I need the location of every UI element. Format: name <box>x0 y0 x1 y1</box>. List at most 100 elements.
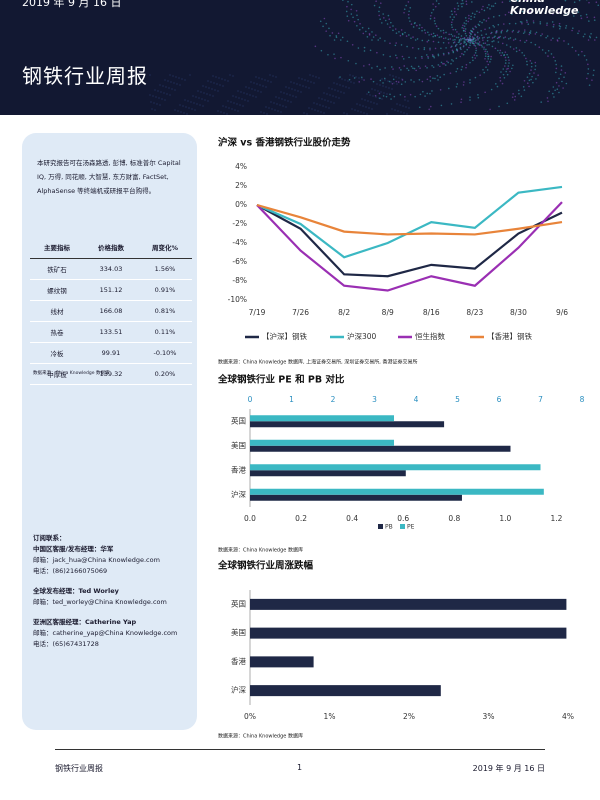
dot <box>545 36 547 39</box>
dot <box>488 27 491 29</box>
dot <box>316 103 318 105</box>
dot <box>409 20 411 22</box>
dot <box>197 90 199 92</box>
dot <box>432 8 435 11</box>
dot <box>302 85 304 87</box>
dot <box>514 22 517 25</box>
dot <box>593 69 595 72</box>
dot <box>299 84 301 86</box>
dot <box>346 113 348 115</box>
dot <box>442 29 445 32</box>
dot <box>309 74 311 76</box>
dot <box>417 47 420 50</box>
dot <box>353 82 355 84</box>
dot <box>476 42 478 45</box>
dot <box>342 0 344 1</box>
dot <box>588 20 590 22</box>
dot <box>434 47 437 50</box>
dot <box>471 1 473 3</box>
dot <box>351 108 353 110</box>
dot <box>450 45 453 48</box>
dot <box>313 102 315 104</box>
dot <box>367 100 369 102</box>
dot <box>513 99 516 101</box>
dot <box>456 31 458 33</box>
dot <box>383 92 385 94</box>
dot <box>211 88 213 90</box>
table-row: 螺纹钢 151.12 0.91% <box>30 279 192 301</box>
dot <box>312 75 314 77</box>
dot <box>547 55 549 57</box>
dot <box>323 92 325 94</box>
dot <box>552 37 554 40</box>
dot <box>496 37 499 40</box>
dot <box>530 78 532 81</box>
dot <box>180 111 182 113</box>
dot <box>461 5 463 8</box>
dot <box>529 59 532 62</box>
dot <box>453 10 456 13</box>
dot <box>465 19 468 22</box>
price-table: 主要指标 价格指数 周变化% 铁矿石 334.03 1.56% 螺纹钢 151.12 0.91%… <box>30 236 192 385</box>
x2-tick-label: 5 <box>455 395 460 404</box>
dot <box>526 60 528 63</box>
dot <box>446 60 448 63</box>
dot <box>512 93 514 95</box>
dot <box>421 39 424 42</box>
dot <box>424 32 427 34</box>
dot <box>364 99 366 101</box>
dot <box>571 29 573 32</box>
dot <box>230 101 232 103</box>
dot <box>393 82 395 84</box>
dot <box>532 81 534 84</box>
dot <box>427 57 430 59</box>
dot <box>437 41 440 44</box>
dot <box>331 88 333 90</box>
dot <box>413 81 415 83</box>
dot <box>390 21 392 24</box>
dot <box>539 21 542 23</box>
dot <box>300 91 302 93</box>
dot <box>456 67 459 70</box>
dot <box>499 49 502 52</box>
dot <box>497 36 500 39</box>
dot <box>225 106 227 108</box>
dot <box>360 111 362 113</box>
dot <box>471 40 474 42</box>
dot <box>485 48 487 51</box>
dot <box>486 69 489 71</box>
dot <box>515 47 518 49</box>
dot <box>384 79 386 81</box>
dot <box>387 80 389 82</box>
dot <box>461 52 463 55</box>
dot <box>519 39 522 42</box>
dot <box>403 11 405 14</box>
dot <box>254 89 256 91</box>
dot <box>269 74 271 76</box>
dot <box>318 77 320 79</box>
dot <box>432 66 435 68</box>
dot <box>440 47 442 50</box>
dot <box>552 13 554 15</box>
dot <box>529 30 532 32</box>
dot <box>468 17 470 20</box>
dot <box>406 45 408 48</box>
dot <box>470 30 473 33</box>
dot <box>534 65 537 67</box>
dot <box>419 93 422 96</box>
dot <box>164 99 166 101</box>
contact-group: 全球发布经理：Ted Worley 邮箱：ted_worley@China Kno… <box>33 586 193 608</box>
dot <box>460 35 463 37</box>
bar <box>250 627 567 639</box>
dot <box>303 112 305 114</box>
dot <box>334 89 336 91</box>
dot <box>406 113 408 115</box>
x-tick-label: 1% <box>324 712 336 721</box>
dot <box>585 59 588 61</box>
dot <box>499 76 501 79</box>
dot <box>491 45 494 48</box>
dot <box>585 13 588 16</box>
dot <box>270 101 272 103</box>
table-row: 冷板 99.91 -0.10% <box>30 342 192 364</box>
dot <box>350 13 353 15</box>
